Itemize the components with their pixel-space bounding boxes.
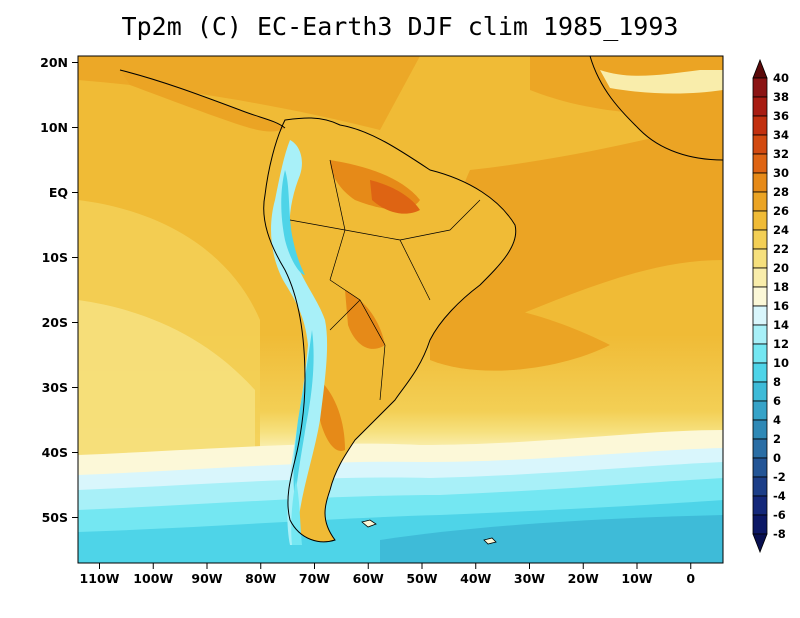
- colorbar-segment: [752, 476, 768, 497]
- colorbar-segment: [752, 77, 768, 98]
- colorbar-label: 24: [773, 223, 789, 237]
- colorbar-segment: [752, 381, 768, 402]
- colorbar-segment: [752, 400, 768, 421]
- colorbar-segment: [752, 153, 768, 174]
- lon-label: 40W: [460, 571, 491, 586]
- lat-label: 10S: [42, 250, 68, 265]
- lon-label: 80W: [245, 571, 276, 586]
- lon-label: 90W: [191, 571, 222, 586]
- colorbar-segment: [752, 305, 768, 326]
- lon-label: 70W: [299, 571, 330, 586]
- lon-label: 110W: [80, 571, 120, 586]
- colorbar-label: 38: [773, 90, 789, 104]
- lon-label: 0: [686, 571, 695, 586]
- lat-label: 30S: [42, 380, 68, 395]
- colorbar-label: 22: [773, 242, 789, 256]
- lat-label: 20S: [42, 315, 68, 330]
- colorbar-label: 10: [773, 356, 789, 370]
- colorbar-segment: [752, 419, 768, 440]
- colorbar-label: 32: [773, 147, 789, 161]
- colorbar-label: 12: [773, 337, 789, 351]
- lon-label: 30W: [514, 571, 545, 586]
- latitude-axis: 20N 10N EQ 10S 20S 30S 40S 50S: [40, 55, 78, 525]
- colorbar-label: 4: [773, 413, 781, 427]
- colorbar-overflow-top: [752, 58, 768, 79]
- lon-label: 50W: [406, 571, 437, 586]
- colorbar-label: 16: [773, 299, 789, 313]
- lon-label: 10W: [621, 571, 652, 586]
- colorbar-label: 30: [773, 166, 789, 180]
- colorbar-segment: [752, 267, 768, 288]
- colorbar-label: 40: [773, 71, 789, 85]
- colorbar-label: -8: [773, 527, 786, 541]
- colorbar-segment: [752, 438, 768, 459]
- colorbar-label: 20: [773, 261, 789, 275]
- colorbar-segment: [752, 495, 768, 516]
- lon-label: 20W: [568, 571, 599, 586]
- colorbar-segment: [752, 457, 768, 478]
- colorbar-segment: [752, 514, 768, 535]
- colorbar-overflow-bottom: [752, 533, 768, 554]
- lat-label: 10N: [40, 120, 68, 135]
- lat-label: 20N: [40, 55, 68, 70]
- colorbar-segment: [752, 191, 768, 212]
- colorbar-label: -2: [773, 470, 786, 484]
- map-frame: [77, 55, 724, 564]
- lon-label: 60W: [353, 571, 384, 586]
- colorbar-segment: [752, 115, 768, 136]
- colorbar-label: -4: [773, 489, 786, 503]
- colorbar-segment: [752, 134, 768, 155]
- colorbar-label: 8: [773, 375, 781, 389]
- colorbar-label: 0: [773, 451, 781, 465]
- lat-label: 50S: [42, 510, 68, 525]
- colorbar-label: 18: [773, 280, 789, 294]
- colorbar-segment: [752, 229, 768, 250]
- lon-label: 100W: [133, 571, 173, 586]
- longitude-axis: 110W 100W 90W 80W 70W 60W 50W 40W 30W 20W 10W 0: [80, 563, 695, 586]
- temperature-field: [78, 56, 723, 563]
- colorbar-segment: [752, 343, 768, 364]
- colorbar-segment: [752, 286, 768, 307]
- lat-label: 40S: [42, 445, 68, 460]
- colorbar-label: 34: [773, 128, 789, 142]
- colorbar-label: 2: [773, 432, 781, 446]
- colorbar-label: -6: [773, 508, 786, 522]
- map-title: Tp2m (C) EC-Earth3 DJF clim 1985_1993: [121, 12, 679, 41]
- colorbar-segment: [752, 172, 768, 193]
- colorbar-segment: [752, 96, 768, 117]
- colorbar-segment: [752, 324, 768, 345]
- lat-label: EQ: [49, 185, 68, 200]
- colorbar-segment: [752, 248, 768, 269]
- colorbar-label: 14: [773, 318, 789, 332]
- colorbar-label: 36: [773, 109, 789, 123]
- colorbar-segment: [752, 210, 768, 231]
- colorbar-segment: [752, 362, 768, 383]
- colorbar-label: 28: [773, 185, 789, 199]
- colorbar-label: 6: [773, 394, 781, 408]
- colorbar-label: 26: [773, 204, 789, 218]
- colorbar: 4038363432302826242220181614121086420-2-…: [752, 58, 789, 554]
